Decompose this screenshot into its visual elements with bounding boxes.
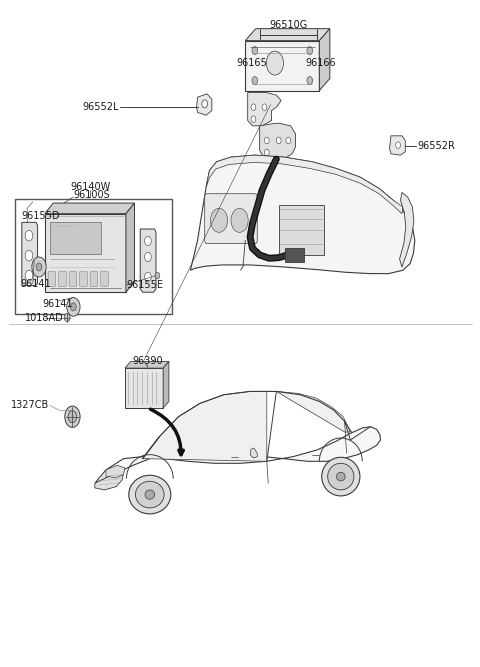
FancyBboxPatch shape	[48, 271, 56, 286]
Circle shape	[36, 263, 42, 271]
Circle shape	[25, 270, 33, 281]
Text: 96165: 96165	[237, 57, 267, 67]
Circle shape	[307, 77, 312, 85]
Text: 96141: 96141	[21, 279, 51, 289]
Circle shape	[262, 104, 267, 111]
Ellipse shape	[328, 464, 354, 490]
Circle shape	[67, 297, 80, 316]
Polygon shape	[106, 466, 125, 478]
Circle shape	[396, 142, 400, 149]
Circle shape	[32, 257, 46, 277]
FancyBboxPatch shape	[125, 368, 163, 408]
FancyBboxPatch shape	[69, 271, 77, 286]
Ellipse shape	[129, 476, 171, 514]
Circle shape	[264, 149, 269, 156]
Polygon shape	[390, 136, 405, 155]
Text: 96140W: 96140W	[70, 182, 110, 192]
Circle shape	[144, 272, 151, 281]
Polygon shape	[399, 192, 414, 267]
FancyBboxPatch shape	[279, 205, 324, 255]
FancyBboxPatch shape	[245, 41, 319, 91]
Circle shape	[65, 406, 80, 428]
Circle shape	[155, 272, 160, 279]
Polygon shape	[126, 203, 134, 292]
FancyBboxPatch shape	[45, 213, 126, 292]
Circle shape	[144, 252, 151, 261]
Circle shape	[252, 47, 258, 55]
FancyBboxPatch shape	[101, 271, 108, 286]
Ellipse shape	[135, 482, 164, 508]
FancyBboxPatch shape	[90, 271, 98, 286]
Text: 96141: 96141	[43, 299, 73, 309]
Polygon shape	[191, 155, 415, 273]
Circle shape	[25, 250, 33, 261]
Polygon shape	[245, 29, 330, 41]
FancyBboxPatch shape	[285, 247, 304, 262]
FancyBboxPatch shape	[50, 221, 101, 253]
Polygon shape	[143, 392, 267, 462]
Circle shape	[68, 411, 77, 423]
Polygon shape	[260, 123, 296, 161]
Text: 96390: 96390	[132, 356, 163, 366]
Circle shape	[64, 313, 70, 321]
Circle shape	[286, 137, 291, 144]
Text: 1018AD: 1018AD	[24, 313, 63, 323]
Polygon shape	[276, 392, 350, 432]
Circle shape	[231, 208, 248, 232]
Circle shape	[252, 77, 258, 85]
Text: 96155E: 96155E	[127, 280, 164, 290]
Polygon shape	[206, 155, 403, 213]
Ellipse shape	[145, 490, 155, 499]
FancyBboxPatch shape	[204, 193, 257, 243]
Circle shape	[264, 137, 269, 144]
Polygon shape	[319, 29, 330, 91]
Text: 96552R: 96552R	[417, 141, 455, 151]
Polygon shape	[125, 362, 169, 368]
Polygon shape	[248, 93, 281, 126]
Circle shape	[71, 303, 76, 311]
Circle shape	[251, 104, 256, 111]
Circle shape	[210, 208, 228, 232]
Text: 96100S: 96100S	[73, 190, 110, 200]
Polygon shape	[22, 222, 37, 285]
Text: 96155D: 96155D	[22, 211, 60, 221]
FancyArrowPatch shape	[150, 409, 183, 455]
Circle shape	[202, 100, 207, 108]
Polygon shape	[197, 94, 212, 115]
FancyBboxPatch shape	[59, 271, 66, 286]
Polygon shape	[95, 427, 381, 484]
Circle shape	[251, 116, 256, 123]
Polygon shape	[163, 362, 169, 408]
Text: 96166: 96166	[305, 57, 336, 67]
Polygon shape	[250, 448, 257, 458]
Text: 96552L: 96552L	[83, 102, 119, 112]
Ellipse shape	[322, 458, 360, 496]
Polygon shape	[95, 470, 123, 490]
Circle shape	[276, 137, 281, 144]
Circle shape	[266, 51, 284, 75]
Polygon shape	[45, 203, 134, 213]
FancyBboxPatch shape	[80, 271, 87, 286]
Ellipse shape	[336, 472, 345, 481]
Text: 96510G: 96510G	[269, 19, 307, 29]
Circle shape	[144, 236, 151, 245]
Polygon shape	[140, 229, 156, 292]
Circle shape	[307, 47, 312, 55]
Text: 1327CB: 1327CB	[11, 400, 49, 410]
FancyBboxPatch shape	[15, 199, 172, 313]
Circle shape	[25, 230, 33, 241]
